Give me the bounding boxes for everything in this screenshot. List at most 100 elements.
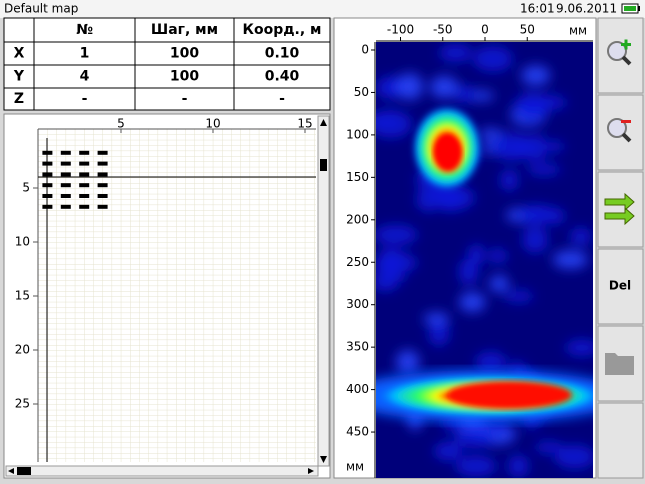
scan-dash — [97, 204, 108, 209]
scan-blob — [526, 163, 562, 176]
empty-button — [597, 402, 644, 479]
scan-dash — [79, 194, 90, 198]
scan-blob — [515, 92, 549, 120]
cell: - — [82, 91, 88, 107]
cell: - — [182, 91, 188, 107]
x-tick-label: 0 — [481, 23, 489, 37]
button-face — [597, 248, 644, 325]
coordinate-table: № Шаг, мм Коорд., м X 1 100 0.10 Y 4 100 0.40 Z - - - — [3, 17, 331, 111]
time: 16:01 — [520, 2, 555, 16]
scan-blob — [543, 207, 565, 225]
y-tick-label: 15 — [15, 289, 30, 303]
scan-blob — [488, 248, 508, 264]
lens — [607, 41, 627, 61]
button-label: Del — [609, 279, 631, 293]
date: 9.06.2011 — [556, 2, 617, 16]
scan-blob — [376, 270, 406, 284]
scan-blob — [522, 226, 548, 253]
handle — [621, 132, 632, 143]
scan-dash — [60, 194, 71, 198]
scan-blob — [500, 169, 519, 191]
next-button[interactable] — [597, 171, 644, 248]
scan-blob — [478, 128, 504, 140]
x-tick-label: 5 — [117, 117, 125, 131]
zoom-in-button[interactable] — [597, 17, 644, 94]
scan-blob — [473, 46, 513, 72]
open-button[interactable] — [597, 325, 644, 402]
y-tick-label: 200 — [346, 212, 369, 226]
scan-dash — [79, 150, 90, 155]
cell: 100 — [170, 46, 199, 62]
y-tick-label: 25 — [15, 397, 30, 411]
y-tick-label: 10 — [15, 235, 30, 249]
scan-dash — [79, 204, 90, 209]
y-tick-label: 100 — [346, 127, 369, 141]
h-scrollbar[interactable] — [5, 465, 319, 477]
title: Default map — [4, 2, 78, 16]
scan-blob — [453, 85, 477, 103]
delete-button[interactable]: Del — [597, 248, 644, 325]
cell: 100 — [170, 69, 199, 85]
scan-blob — [534, 441, 563, 454]
scan-dash — [97, 194, 108, 198]
scan-blob — [554, 444, 593, 469]
y-tick-label: 5 — [22, 181, 30, 195]
folder-icon — [605, 353, 634, 375]
scan-blob — [395, 350, 420, 374]
x-tick-label: 15 — [297, 117, 312, 131]
scan-blob — [376, 113, 397, 125]
scan-dash — [60, 204, 71, 209]
scan-blob — [439, 43, 472, 62]
sign — [621, 120, 631, 123]
scan-blob — [376, 259, 401, 273]
scan-blob — [459, 292, 486, 313]
y-tick-label: 300 — [346, 297, 369, 311]
scan-blob — [552, 250, 588, 269]
y-tick-label: 250 — [346, 255, 369, 269]
x-tick-label: -100 — [387, 23, 414, 37]
scan-blob — [508, 454, 529, 478]
y-tick-label: 350 — [346, 340, 369, 354]
scan-blob — [423, 312, 450, 325]
x-unit: мм — [569, 24, 587, 38]
cell: 4 — [80, 69, 90, 85]
cell: 0.40 — [265, 69, 300, 85]
cell: - — [279, 91, 285, 107]
scan-dash — [60, 150, 71, 155]
scan-blob — [490, 419, 509, 433]
zoom-out-button[interactable] — [597, 94, 644, 171]
scan-blob — [468, 244, 485, 266]
lens — [607, 118, 627, 138]
y-tick-label: 400 — [346, 382, 369, 396]
button-face — [597, 402, 644, 479]
scan-dash — [97, 183, 108, 188]
scan-blob — [544, 141, 565, 152]
scan-blob — [430, 76, 459, 99]
cell: 0.10 — [265, 46, 300, 62]
scan-dash — [79, 161, 90, 166]
scan-dash — [79, 172, 90, 177]
y-tick-label: 450 — [346, 425, 369, 439]
scan-dash — [60, 161, 71, 166]
scan-blob — [475, 351, 507, 373]
scan-image — [376, 42, 593, 478]
cell: 1 — [80, 46, 90, 62]
y-tick-label: 150 — [346, 170, 369, 184]
y-tick-label: 20 — [15, 343, 30, 357]
y-unit: мм — [346, 460, 364, 474]
scan-blob — [570, 227, 592, 246]
v-scrollbar[interactable] — [317, 115, 330, 467]
title-bar — [0, 0, 645, 18]
button-face — [597, 171, 644, 248]
scan-blob — [434, 441, 463, 461]
column-header: № — [76, 22, 93, 38]
arrows — [604, 192, 635, 226]
scan-blob — [431, 185, 475, 211]
scan-blob — [458, 258, 479, 285]
column-header: Шаг, мм — [151, 22, 218, 38]
x-tick-label: 10 — [205, 117, 220, 131]
y-tick-label: 50 — [354, 85, 369, 99]
scan-blob — [454, 429, 495, 448]
handle — [621, 55, 632, 66]
